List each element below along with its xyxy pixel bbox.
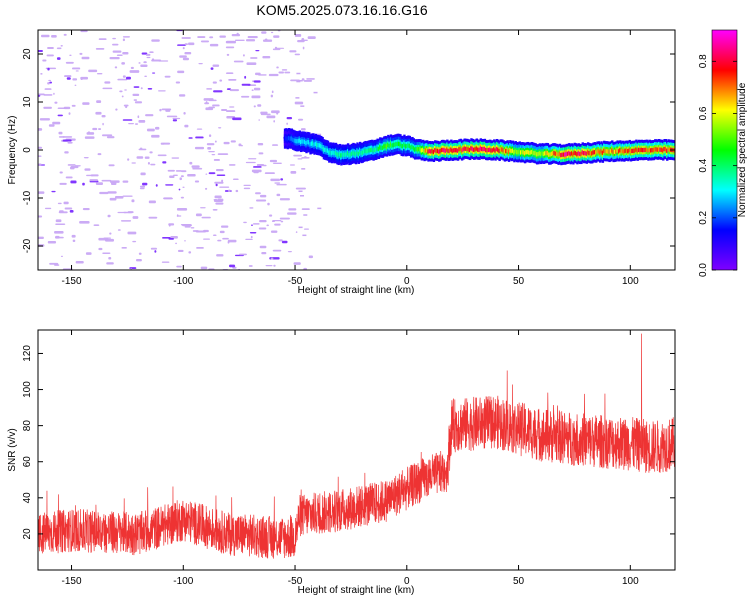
snr-y-tick-label: 40: [22, 492, 33, 504]
snr-series-line: [38, 333, 675, 559]
snr-x-tick-label: 100: [622, 576, 639, 587]
spectrogram-y-ticks: -20 -10 0 10 20: [22, 48, 675, 253]
snr-x-tick: 0: [404, 330, 410, 587]
spectrogram-y-tick-label: 10: [22, 96, 33, 108]
snr-y-axis-label: SNR (v/v): [7, 428, 18, 471]
colorbar-tick-label: 0.0: [698, 263, 709, 277]
spectrogram-y-tick: -20: [22, 238, 675, 253]
snr-plot-area: [38, 333, 675, 559]
spectrogram-x-tick: 100: [622, 30, 639, 287]
snr-y-tick-label: 100: [22, 381, 33, 398]
colorbar-tick: 0.2: [698, 210, 737, 225]
spectrogram-x-tick: -100: [173, 30, 194, 287]
snr-x-tick: -150: [62, 330, 82, 587]
snr-y-tick: 120: [22, 345, 675, 362]
colorbar-tick-label: 0.6: [698, 106, 709, 120]
snr-panel: -150 -100 -50 0 50 100 20 40 60 80 100 120 Height …: [7, 329, 676, 596]
snr-y-ticks: 20 40 60 80 100 120: [22, 345, 675, 540]
spectrogram-y-tick-label: -20: [22, 238, 33, 253]
colorbar-gradient: [712, 30, 737, 270]
spectrogram-y-tick-label: 0: [22, 147, 33, 153]
snr-x-tick-label: -150: [62, 576, 82, 587]
spectrogram-canvas: [38, 30, 675, 270]
spectrogram-y-tick-label: -10: [22, 190, 33, 205]
snr-x-tick-label: 0: [404, 576, 410, 587]
snr-y-tick-label: 120: [22, 345, 33, 362]
colorbar-tick-label: 0.8: [698, 54, 709, 68]
spectrogram-x-tick: -150: [62, 30, 82, 287]
colorbar-tick: 0.8: [698, 54, 737, 68]
colorbar-ticks: 0.0 0.2 0.4 0.6 0.8: [698, 54, 737, 277]
snr-x-tick: -50: [288, 330, 303, 587]
spectrogram-y-tick: 0: [22, 147, 675, 153]
spectrogram-x-tick: 0: [404, 30, 410, 287]
spectrogram-cells: [38, 30, 675, 270]
snr-x-tick: 50: [513, 330, 525, 587]
spectrogram-y-tick: 20: [22, 48, 675, 60]
snr-x-tick-label: -100: [173, 576, 193, 587]
snr-y-tick: 80: [22, 420, 675, 432]
snr-y-tick: 20: [22, 528, 675, 540]
snr-y-tick-label: 20: [22, 528, 33, 540]
colorbar-tick-label: 0.2: [698, 210, 709, 224]
snr-y-tick: 100: [22, 381, 675, 398]
snr-x-tick: 100: [622, 330, 639, 587]
colorbar-tick-label: 0.4: [698, 158, 709, 172]
snr-x-axis-label: Height of straight line (km): [298, 585, 415, 596]
spectrogram-x-tick-label: -50: [288, 276, 303, 287]
snr-y-tick: 40: [22, 492, 675, 504]
spectrogram-x-tick-label: 50: [513, 276, 525, 287]
spectrogram-y-tick: -10: [22, 190, 675, 205]
colorbar-label: Normalized spectral amplitude: [737, 82, 748, 217]
spectrogram-x-ticks: -150 -100 -50 0 50 100: [62, 30, 639, 287]
colorbar-tick: 0.4: [698, 158, 737, 173]
spectrogram-x-tick-label: 0: [404, 276, 410, 287]
colorbar-tick: 0.6: [698, 106, 737, 120]
snr-x-tick-label: -50: [288, 576, 303, 587]
spectrogram-y-axis-label: Frequency (Hz): [7, 116, 18, 185]
spectrogram-x-axis-label: Height of straight line (km): [298, 285, 415, 296]
snr-y-tick-label: 60: [22, 456, 33, 468]
spectrogram-x-tick-label: 100: [622, 276, 639, 287]
snr-frame: [37, 329, 676, 571]
colorbar-frame: [711, 29, 738, 271]
colorbar-tick: 0.0: [698, 263, 737, 277]
snr-y-tick-label: 80: [22, 420, 33, 432]
spectrogram-x-tick: 50: [513, 30, 525, 287]
spectrogram-x-tick-label: -100: [173, 276, 193, 287]
snr-x-tick-label: 50: [513, 576, 525, 587]
spectrogram-y-tick-label: 20: [22, 48, 33, 60]
spectrogram-x-tick: -50: [288, 30, 303, 287]
snr-x-tick: -100: [173, 330, 194, 587]
spectrogram-x-tick-label: -150: [62, 276, 82, 287]
colorbar: 0.0 0.2 0.4 0.6 0.8 Normalized spectral ampl…: [698, 29, 748, 277]
snr-y-tick: 60: [22, 456, 675, 468]
spectrogram-y-tick: 10: [22, 96, 675, 108]
figure-title: KOM5.2025.073.16.16.G16: [256, 2, 427, 18]
snr-x-ticks: -150 -100 -50 0 50 100: [62, 330, 639, 587]
